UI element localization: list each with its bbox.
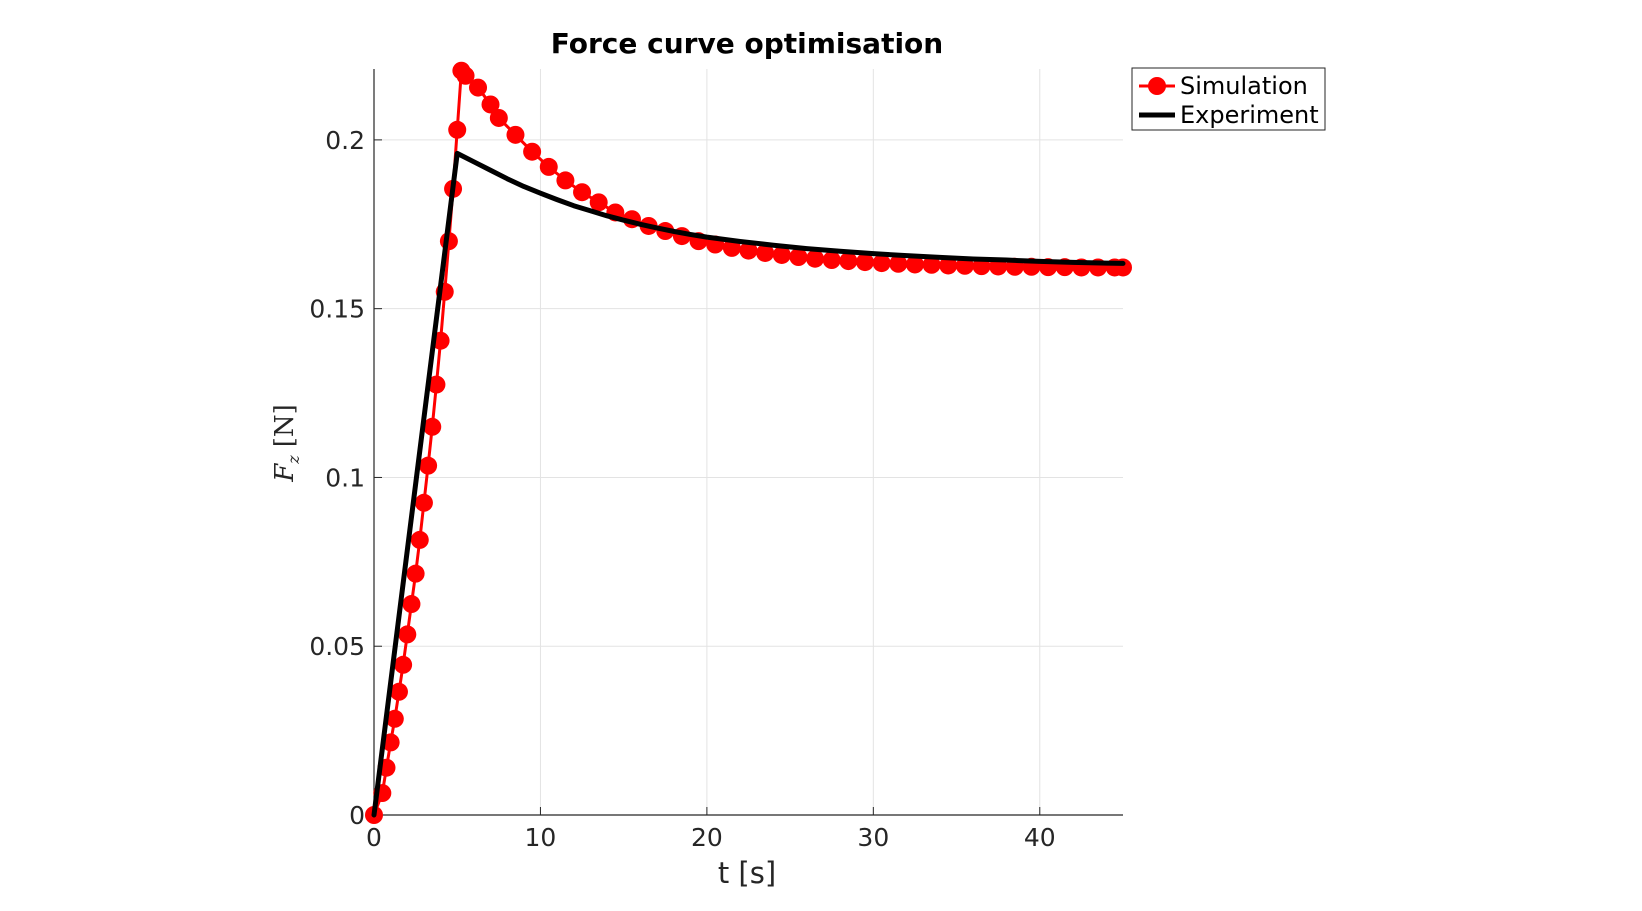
simulation-point — [589, 193, 608, 212]
simulation-point — [539, 157, 558, 176]
grid — [374, 69, 1123, 815]
simulation-point — [406, 564, 425, 583]
simulation-point — [506, 125, 525, 144]
simulation-point — [402, 595, 421, 614]
simulation-point — [556, 171, 575, 190]
simulation-point — [489, 108, 508, 127]
simulation-point — [889, 254, 908, 273]
legend-simulation-label: Simulation — [1180, 72, 1308, 100]
x-tick-label: 40 — [1024, 823, 1056, 852]
simulation-point — [872, 254, 891, 273]
y-tick-label: 0.15 — [309, 295, 365, 324]
x-tick-label: 20 — [691, 823, 723, 852]
legend-simulation-marker — [1148, 77, 1166, 95]
simulation-point — [456, 66, 475, 85]
simulation-point — [922, 255, 941, 274]
legend-box — [1131, 67, 1326, 131]
y-axis-label-unit: [N] — [270, 404, 300, 447]
simulation-point — [756, 243, 775, 262]
simulation-point — [789, 248, 808, 267]
simulation-point — [410, 530, 429, 549]
simulation-point — [398, 625, 417, 644]
simulation-point — [469, 78, 488, 97]
simulation-point — [772, 245, 791, 264]
y-axis-label-subscript: z — [284, 455, 303, 465]
simulation-point — [739, 241, 758, 260]
y-axis-label-text: Fz [N] — [270, 404, 303, 483]
simulation-point — [573, 183, 592, 202]
simulation-point — [423, 417, 442, 436]
x-tick-label: 30 — [857, 823, 889, 852]
legend-experiment-label: Experiment — [1180, 101, 1319, 129]
simulation-point — [448, 120, 467, 139]
x-axis-label: t [s] — [718, 856, 776, 890]
simulation-point — [419, 456, 438, 475]
ticks: 0 10 20 30 40 0 0.05 0.1 0.15 0.2 — [309, 126, 1055, 852]
simulation-point — [385, 709, 404, 728]
y-tick-label: 0.05 — [309, 632, 365, 661]
simulation-point — [839, 252, 858, 271]
simulation-point — [905, 255, 924, 274]
legend: Simulation Experiment — [1131, 67, 1326, 131]
simulation-point — [389, 682, 408, 701]
simulation-point — [856, 253, 875, 272]
simulation-point — [806, 249, 825, 268]
plot-area — [365, 61, 1132, 824]
simulation-point — [427, 375, 446, 394]
y-axis-label: Fz [N] — [270, 404, 303, 483]
axes — [373, 69, 1123, 816]
x-tick-label: 0 — [366, 823, 382, 852]
simulation-point — [822, 251, 841, 270]
y-tick-label: 0.2 — [325, 126, 365, 155]
simulation-point — [414, 493, 433, 512]
y-axis-label-symbol: F — [270, 463, 300, 483]
simulation-point — [481, 95, 500, 114]
y-tick-label: 0 — [349, 801, 365, 830]
y-tick-label: 0.1 — [325, 463, 365, 492]
simulation-point — [394, 655, 413, 674]
simulation-point — [939, 256, 958, 275]
series-experiment-line — [371, 150, 1126, 818]
x-tick-label: 10 — [525, 823, 557, 852]
chart-title: Force curve optimisation — [551, 27, 943, 60]
simulation-point — [523, 142, 542, 161]
